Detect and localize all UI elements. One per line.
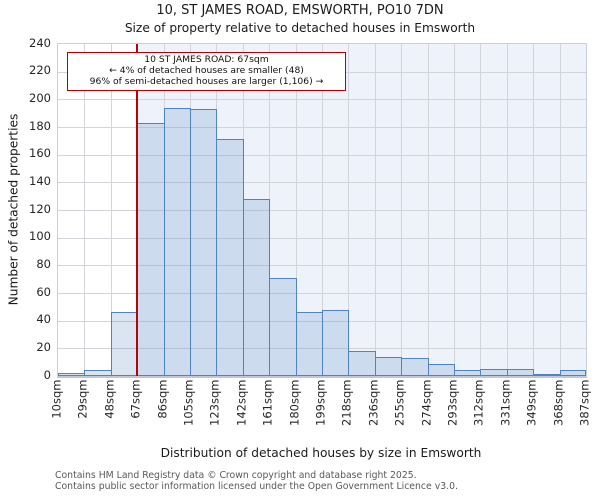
x-tick-label: 368sqm (551, 379, 566, 426)
x-tick-label: 293sqm (445, 379, 460, 426)
vertical-gridline (506, 44, 508, 376)
histogram-bar (242, 198, 271, 376)
x-tick-label: 86sqm (155, 379, 170, 419)
histogram-bar (374, 356, 403, 376)
vertical-gridline (295, 44, 297, 376)
x-axis-label: Distribution of detached houses by size … (160, 446, 482, 460)
y-tick-label: 160 (29, 146, 51, 161)
x-tick-label: 29sqm (75, 379, 90, 419)
x-tick-label: 274sqm (419, 379, 434, 426)
histogram-bar (559, 370, 586, 376)
plot-area: 10 ST JAMES ROAD: 67sqm ← 4% of detached… (57, 43, 587, 378)
vertical-gridline (374, 44, 376, 376)
histogram-bar (190, 109, 218, 376)
y-tick-label: 200 (29, 90, 51, 105)
histogram-bar (163, 107, 191, 376)
x-tick-label: 387sqm (577, 379, 592, 426)
x-tick-label: 349sqm (524, 379, 539, 426)
x-tick-label: 255sqm (392, 379, 407, 426)
x-tick-label: 218sqm (339, 379, 354, 426)
annotation-line-2: ← 4% of detached houses are smaller (48) (109, 65, 304, 77)
x-tick-label: 142sqm (234, 379, 249, 426)
x-tick-label: 123sqm (207, 379, 222, 426)
vertical-gridline (84, 44, 86, 376)
histogram-bar (322, 309, 350, 376)
vertical-gridline (401, 44, 403, 376)
y-tick-label: 240 (29, 35, 51, 50)
histogram-bar (454, 370, 482, 376)
y-tick-label: 20 (36, 339, 51, 354)
x-tick-label: 105sqm (181, 379, 196, 426)
footer-attribution-2: Contains public sector information licen… (55, 481, 458, 492)
vertical-gridline (454, 44, 455, 376)
histogram-bar (137, 122, 165, 376)
x-tick-label: 199sqm (313, 379, 328, 426)
histogram-bar (348, 351, 376, 376)
histogram-bar (427, 363, 455, 376)
chart-subtitle: Size of property relative to detached ho… (124, 21, 476, 35)
y-tick-label: 120 (29, 201, 51, 216)
y-tick-label: 0 (43, 367, 51, 382)
y-tick-label: 140 (29, 173, 51, 188)
histogram-bar (269, 277, 297, 376)
histogram-bar (506, 369, 535, 376)
y-tick-label: 40 (36, 312, 51, 327)
histogram-bar (110, 312, 139, 376)
annotation-line-1: 10 ST JAMES ROAD: 67sqm (144, 54, 269, 65)
y-tick-label: 80 (36, 256, 51, 271)
histogram-bar (401, 358, 429, 376)
vertical-gridline (110, 44, 112, 376)
x-tick-label: 180sqm (287, 379, 302, 426)
x-tick-label: 236sqm (366, 379, 381, 426)
y-tick-label: 220 (29, 63, 51, 78)
vertical-gridline (533, 44, 535, 376)
y-tick-label: 180 (29, 118, 51, 133)
vertical-gridline (427, 44, 429, 376)
annotation-box: 10 ST JAMES ROAD: 67sqm ← 4% of detached… (67, 52, 346, 91)
y-tick-label: 60 (36, 284, 51, 299)
x-tick-label: 48sqm (102, 379, 117, 419)
vertical-gridline (559, 44, 561, 376)
histogram-bar (533, 374, 561, 376)
footer-attribution-1: Contains HM Land Registry data © Crown c… (55, 470, 417, 481)
histogram-bar (58, 373, 86, 376)
x-tick-label: 10sqm (49, 379, 64, 419)
x-tick-label: 161sqm (260, 379, 275, 426)
x-tick-label: 67sqm (128, 379, 143, 419)
annotation-line-3: 96% of semi-detached houses are larger (… (89, 76, 324, 88)
histogram-bar (295, 312, 323, 376)
vertical-gridline (348, 44, 350, 376)
histogram-bar (480, 369, 508, 376)
y-tick-label: 100 (29, 229, 51, 244)
vertical-gridline (480, 44, 482, 376)
x-tick-label: 312sqm (471, 379, 486, 426)
histogram-bar (216, 139, 244, 376)
histogram-bar (84, 370, 112, 376)
chart-title: 10, ST JAMES ROAD, EMSWORTH, PO10 7DN (156, 3, 444, 18)
vertical-gridline (322, 44, 323, 376)
x-tick-label: 331sqm (498, 379, 513, 426)
subject-property-marker-line (136, 44, 138, 376)
